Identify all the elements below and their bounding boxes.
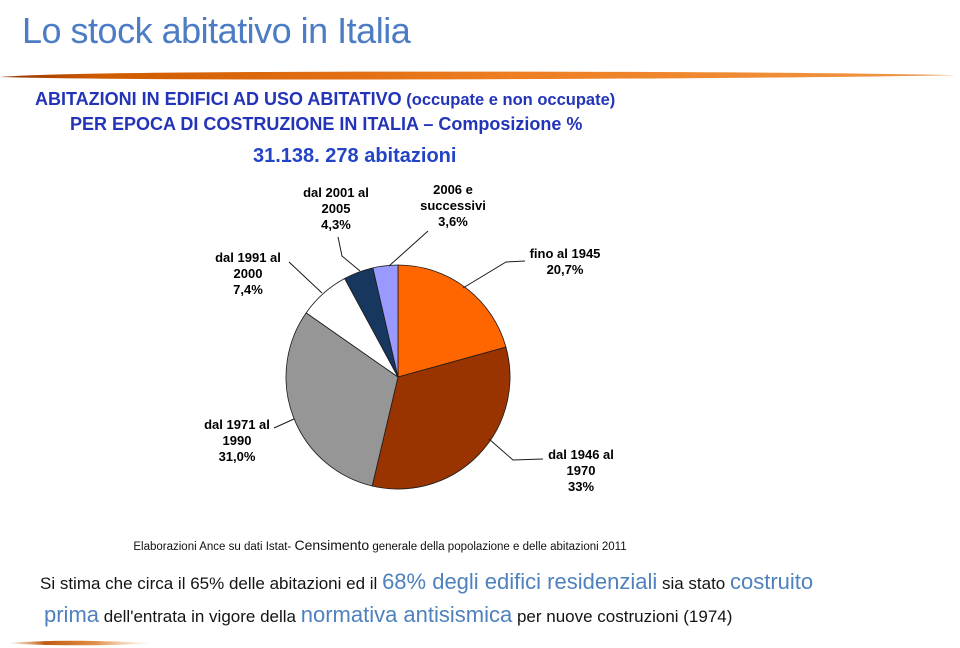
pie-label-dal-1991-al-2000: dal 1991 al 2000 7,4% bbox=[215, 250, 281, 297]
pie-leader-line-1 bbox=[488, 438, 544, 461]
pie-leader-line-5 bbox=[388, 230, 429, 267]
footer-statement-line1: Si stima che circa il 65% delle abitazio… bbox=[40, 569, 814, 594]
pie-leader-line-4 bbox=[337, 236, 361, 272]
pie-leader-line-0 bbox=[462, 260, 526, 289]
chart-heading-main: ABITAZIONI IN EDIFICI AD USO ABITATIVO bbox=[35, 89, 402, 109]
pie-label-dal-2001-al-2005: dal 2001 al 2005 4,3% bbox=[303, 185, 369, 232]
pie-slice-fino-al-1945 bbox=[397, 264, 507, 378]
total-dwellings-label: 31.138. 278 abitazioni bbox=[253, 145, 457, 167]
source-suffix: generale della popolazione e delle abita… bbox=[369, 541, 627, 553]
chart-heading-line2: PER EPOCA DI COSTRUZIONE IN ITALIA – Com… bbox=[70, 114, 583, 134]
pie-label-fino-al-1945: fino al 1945 20,7% bbox=[529, 246, 601, 277]
chart-heading-line1: ABITAZIONI IN EDIFICI AD USO ABITATIVO (… bbox=[35, 89, 615, 110]
page-title: Lo stock abitativo in Italia bbox=[22, 10, 411, 51]
pie-label-dal-1971-al-1990: dal 1971 al 1990 31,0% bbox=[204, 417, 270, 464]
source-emphasis: Censimento bbox=[294, 537, 370, 553]
pie-slice-2006-e-successivi bbox=[372, 264, 399, 378]
bottom-divider-swoosh bbox=[8, 640, 154, 646]
pie-slice-dal-1946-al-1970 bbox=[371, 346, 511, 490]
footer-statement: Si stima che circa il 65% delle abitazio… bbox=[0, 567, 960, 633]
pie-leader-line-2 bbox=[273, 418, 295, 429]
pie-label-2006-e-successivi: 2006 e successivi 3,6% bbox=[420, 182, 486, 229]
pie-label-dal-1946-al-1970: dal 1946 al 1970 33% bbox=[548, 447, 614, 494]
title-divider-swoosh bbox=[0, 71, 956, 80]
source-note: Elaborazioni Ance su dati Istat- Censime… bbox=[100, 537, 660, 553]
source-prefix: Elaborazioni Ance su dati Istat- bbox=[133, 541, 295, 553]
chart-heading-paren: (occupate e non occupate) bbox=[401, 91, 616, 109]
pie-slice-dal-1971-al-1990 bbox=[285, 312, 399, 487]
pie-leader-line-3 bbox=[288, 261, 323, 294]
footer-statement-line2: prima dell'entrata in vigore della norma… bbox=[44, 602, 733, 627]
